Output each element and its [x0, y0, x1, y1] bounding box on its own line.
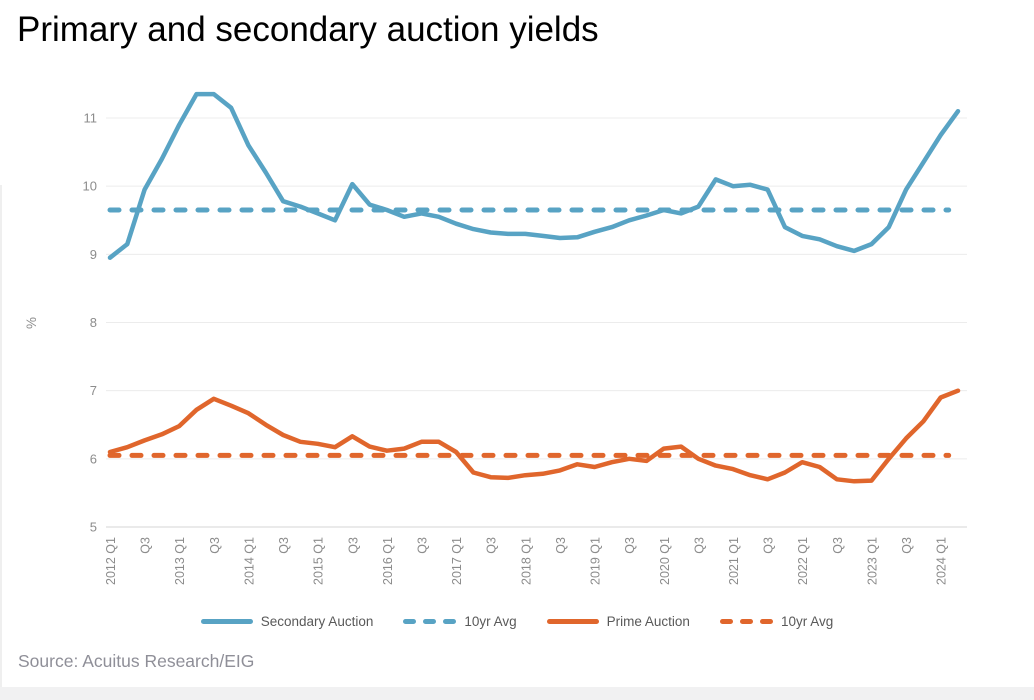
x-axis-tick-label: 2021 Q1 — [727, 537, 741, 585]
legend-item-prime-10yr-avg: 10yr Avg — [719, 613, 834, 629]
y-axis-tick-label: 7 — [90, 383, 97, 398]
legend-item-secondary-10yr-avg: 10yr Avg — [403, 613, 517, 629]
y-axis-tick-label: 11 — [84, 111, 98, 126]
x-axis-tick-label: 2015 Q1 — [312, 537, 326, 585]
y-axis-tick-label: 8 — [90, 315, 97, 330]
y-axis-tick-label: 10 — [83, 179, 97, 194]
page-bottom-edge — [0, 687, 1034, 700]
x-axis-tick-label: 2022 Q1 — [796, 537, 810, 585]
auction-yields-line-chart: 5 6 7 8 9 10 11% 2012 Q1 Q3 2013 Q1 Q3 2014 Q1 Q3 201… — [24, 91, 967, 585]
legend-label: 10yr Avg — [780, 613, 834, 629]
page-left-edge — [0, 185, 2, 700]
y-axis-tick-label: 5 — [90, 520, 97, 535]
x-axis-tick-label: 2024 Q1 — [935, 537, 949, 585]
x-axis-tick-label: Q3 — [139, 537, 153, 554]
x-axis-tick-label: Q3 — [554, 537, 568, 554]
legend-label: Prime Auction — [606, 613, 690, 629]
legend-label: Secondary Auction — [260, 613, 374, 629]
x-axis-tick-label: 2020 Q1 — [658, 537, 672, 585]
chart-title: Primary and secondary auction yields — [17, 10, 599, 49]
x-axis-tick-label: 2016 Q1 — [381, 537, 395, 585]
x-axis-tick-label: Q3 — [416, 537, 430, 554]
source-attribution: Source: Acuitus Research/EIG — [18, 651, 255, 671]
x-axis-tick-label: Q3 — [208, 537, 222, 554]
secondary-auction-line — [107, 91, 961, 260]
x-axis-tick-label: 2014 Q1 — [242, 537, 256, 585]
x-axis-tick-label: Q3 — [623, 537, 637, 554]
x-axis-tick-label: Q3 — [900, 537, 914, 554]
y-axis-tick-label: 6 — [90, 451, 97, 466]
x-axis-tick-label: 2018 Q1 — [519, 537, 533, 585]
y-axis-tick-label: 9 — [90, 247, 97, 262]
legend-label: 10yr Avg — [464, 613, 517, 629]
x-axis-tick-label: 2019 Q1 — [589, 537, 603, 585]
x-axis-tick-label: Q3 — [346, 537, 360, 554]
prime-auction-line — [107, 388, 961, 484]
x-axis-tick-label: 2012 Q1 — [104, 537, 118, 585]
x-axis-tick-label: 2017 Q1 — [450, 537, 464, 585]
chart-legend: Secondary Auction 10yr Avg Prime Auction… — [0, 609, 1034, 633]
secondary-auction-line-swatch — [200, 618, 253, 624]
prime-auction-line-swatch — [546, 618, 599, 624]
x-axis-tick-label: 2023 Q1 — [865, 537, 879, 585]
x-axis-tick-label: 2013 Q1 — [173, 537, 187, 585]
x-axis-tick-label: Q3 — [692, 537, 706, 554]
y-axis-title: % — [24, 317, 39, 329]
legend-item-prime-auction: Prime Auction — [546, 613, 690, 629]
x-axis-tick-label: Q3 — [277, 537, 291, 554]
secondary-avg-dashed-swatch — [403, 618, 457, 624]
legend-item-secondary-auction: Secondary Auction — [200, 613, 374, 629]
x-axis-tick-label: Q3 — [485, 537, 499, 554]
x-axis-tick-label: Q3 — [762, 537, 776, 554]
x-axis-tick-label: Q3 — [831, 537, 845, 554]
prime-avg-dashed-swatch — [719, 618, 773, 624]
